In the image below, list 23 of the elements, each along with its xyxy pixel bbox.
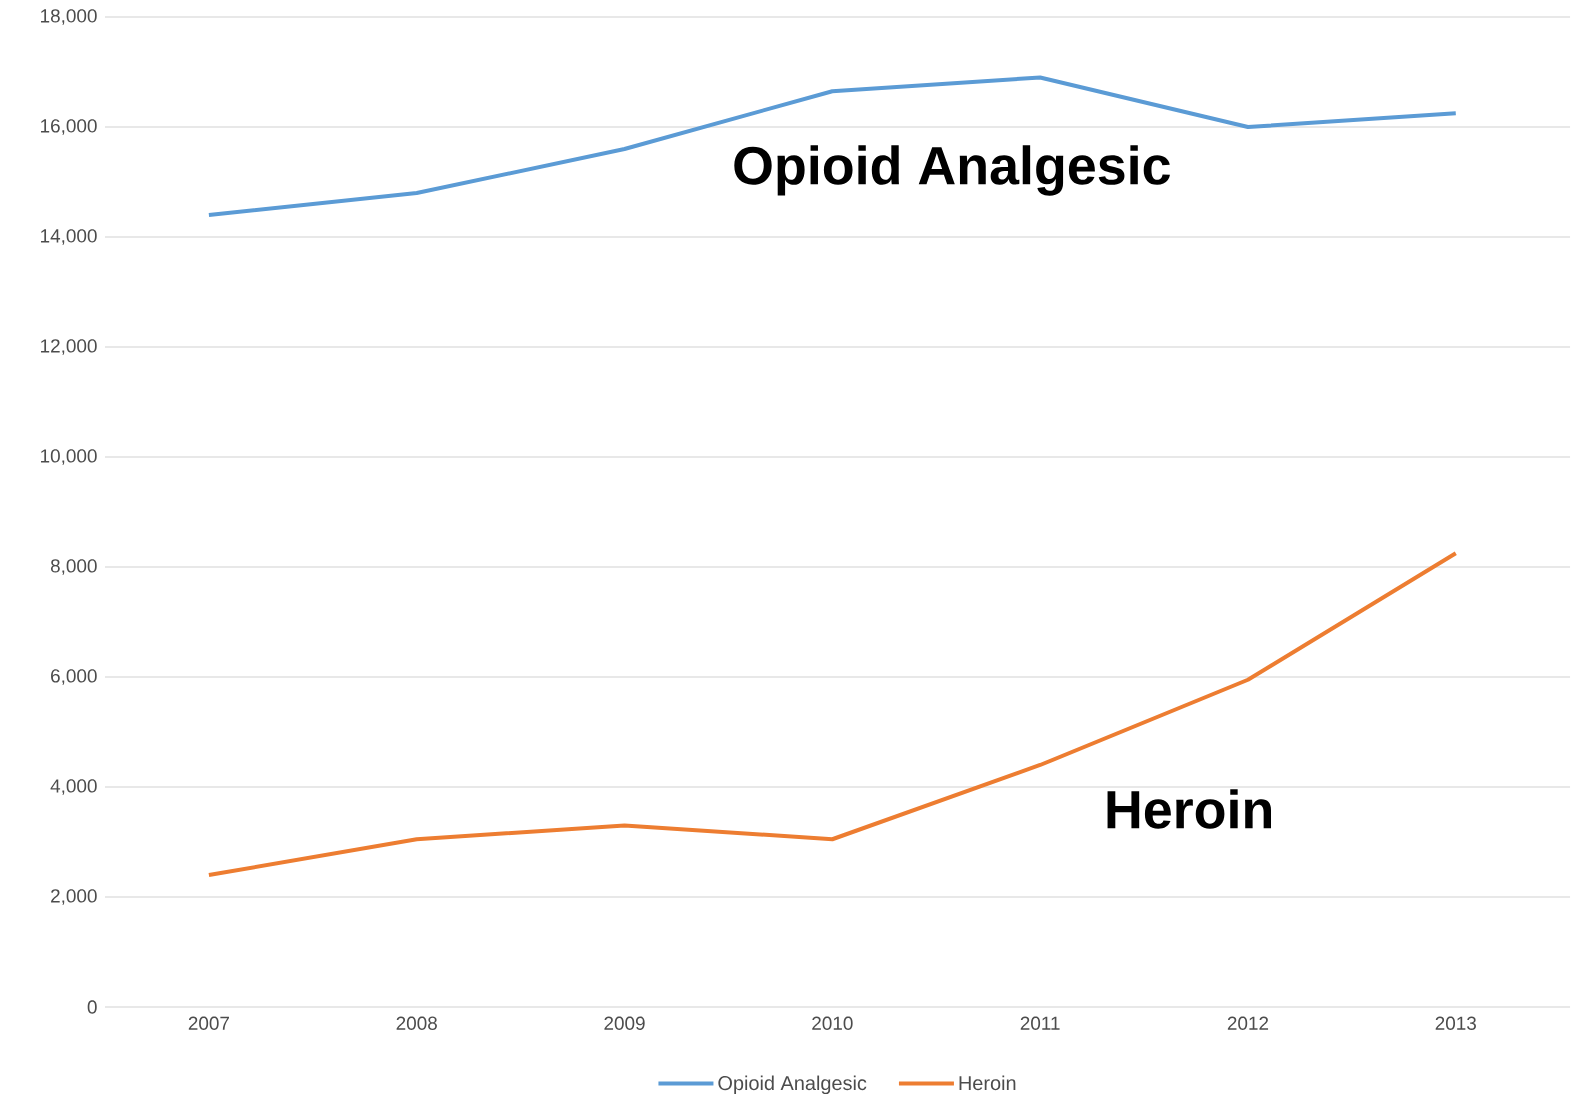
y-tick-label: 4,000 — [50, 779, 97, 795]
x-tick-label: 2009 — [604, 1016, 645, 1030]
line-series — [206, 75, 1458, 217]
y-tick-label: 12,000 — [41, 339, 97, 355]
x-tick-label: 2007 — [188, 1016, 229, 1030]
x-tick-label: 2008 — [396, 1016, 437, 1030]
y-tick-label: 0 — [87, 1000, 97, 1014]
x-tick-label: 2011 — [1020, 1016, 1060, 1030]
legend-label: Opioid Analgesic — [718, 1075, 867, 1095]
x-tick-label: 2013 — [1435, 1016, 1476, 1030]
y-tick-label: 10,000 — [41, 449, 97, 465]
y-tick-label: 8,000 — [50, 559, 97, 575]
y-tick-label: 6,000 — [51, 669, 97, 685]
legend-label: Heroin — [959, 1075, 1016, 1091]
y-tick-label: 14,000 — [41, 229, 97, 245]
annotation: Heroin — [1107, 789, 1272, 829]
y-tick-label: 16,000 — [41, 119, 97, 135]
y-tick-label: 18,000 — [41, 9, 97, 25]
line-series — [206, 551, 1458, 877]
y-tick-label: 2,000 — [51, 889, 97, 905]
x-tick-label: 2010 — [812, 1016, 853, 1030]
x-tick-label: 2012 — [1227, 1016, 1269, 1030]
annotation: Opioid Analgesic — [734, 145, 1170, 196]
